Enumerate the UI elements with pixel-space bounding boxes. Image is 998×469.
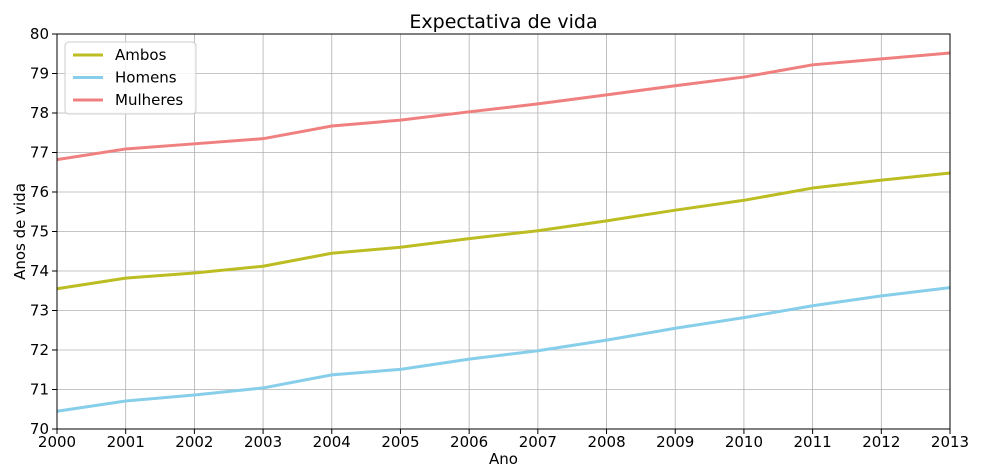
- series-lines: [56, 51, 951, 413]
- x-tick-label: 2009: [656, 433, 694, 451]
- y-tick-label: 70: [30, 420, 49, 438]
- y-tick-label: 71: [30, 381, 49, 399]
- y-tick-label: 72: [30, 341, 49, 359]
- legend: Ambos Homens Mulheres: [64, 41, 197, 115]
- legend-label-ambos: Ambos: [115, 46, 167, 64]
- y-tick-label: 79: [30, 65, 49, 83]
- y-tick-label: 78: [30, 104, 49, 122]
- y-tick-label: 80: [30, 25, 49, 43]
- x-tick-label: 2012: [862, 433, 900, 451]
- axis-ticks: 2000 2001 2002 2003 2004 2005 2006 2007 2008 2009…: [30, 25, 969, 451]
- x-tick-label: 2004: [313, 433, 351, 451]
- y-tick-label: 73: [30, 302, 49, 320]
- x-tick-label: 2005: [381, 433, 419, 451]
- x-tick-label: 2002: [175, 433, 213, 451]
- series-line-homens: [56, 286, 951, 413]
- x-tick-label: 2008: [587, 433, 625, 451]
- y-tick-label: 75: [30, 223, 49, 241]
- y-tick-label: 74: [30, 262, 49, 280]
- x-tick-label: 2011: [794, 433, 832, 451]
- y-tick-label: 77: [30, 144, 49, 162]
- y-axis-label: Anos de vida: [11, 183, 29, 280]
- y-tick-label: 76: [30, 183, 49, 201]
- x-tick-label: 2003: [244, 433, 282, 451]
- x-tick-label: 2007: [519, 433, 557, 451]
- legend-label-homens: Homens: [115, 69, 177, 87]
- x-tick-label: 2001: [107, 433, 145, 451]
- legend-box: [64, 41, 197, 115]
- x-tick-label: 2010: [725, 433, 763, 451]
- x-tick-label: 2013: [931, 433, 969, 451]
- legend-label-mulheres: Mulheres: [115, 91, 183, 109]
- x-tick-label: 2006: [450, 433, 488, 451]
- x-axis-label: Ano: [489, 450, 518, 468]
- x-tick-label: 2000: [38, 433, 76, 451]
- chart-title: Expectativa de vida: [409, 11, 597, 33]
- series-line-ambos: [56, 171, 951, 291]
- series-line-mulheres: [56, 51, 951, 162]
